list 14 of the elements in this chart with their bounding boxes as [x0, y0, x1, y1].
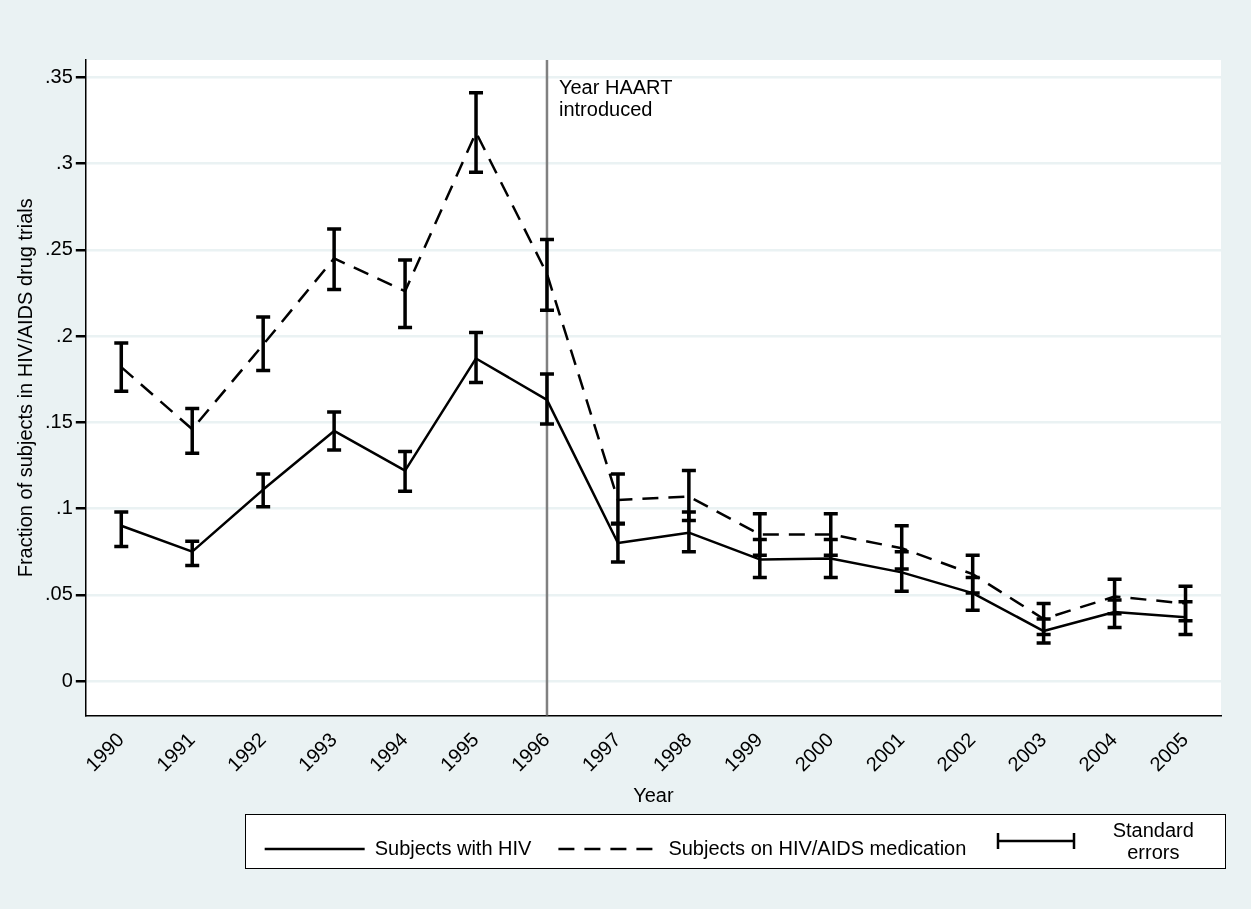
- y-tick-label: 0: [61, 668, 73, 691]
- y-tick-label: .15: [44, 409, 73, 432]
- y-tick-label: .05: [44, 582, 73, 605]
- y-tick-label: .25: [44, 237, 73, 260]
- y-tick-label: .1: [56, 496, 73, 519]
- ref-line-label: Year HAART introduced: [558, 75, 673, 120]
- y-tick-label: .3: [56, 151, 73, 174]
- legend-label: Subjects with HIV: [374, 836, 533, 859]
- y-tick-label: .35: [44, 64, 73, 87]
- x-axis-title: Year: [633, 783, 674, 806]
- y-axis-title: Fraction of subjects in HIV/AIDS drug trials: [13, 198, 36, 578]
- text: Standard errors: [1111, 818, 1195, 863]
- y-tick-label: .2: [56, 323, 73, 346]
- legend-label: Subjects on HIV/AIDS medication: [668, 836, 967, 859]
